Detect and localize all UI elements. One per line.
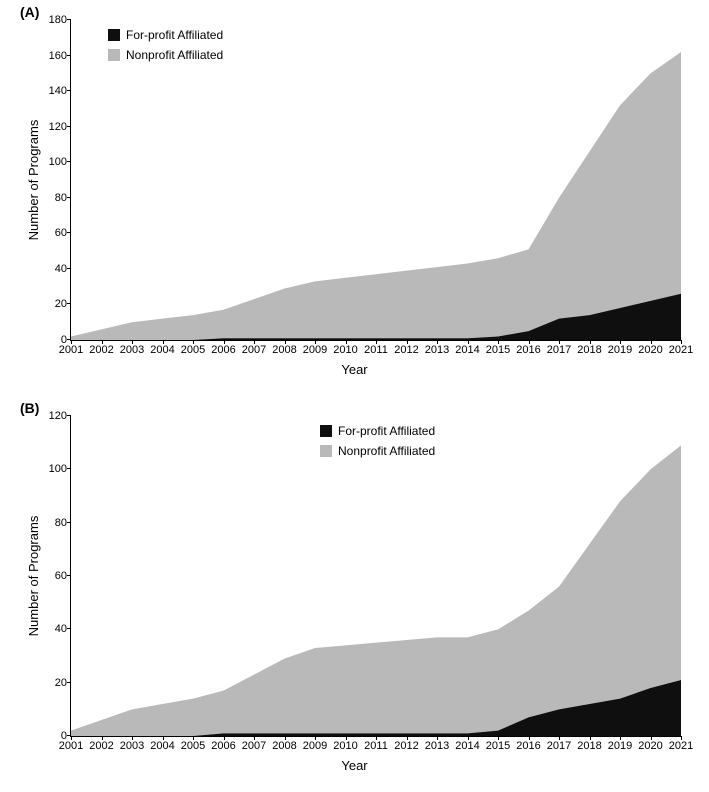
- x-tick-mark: [71, 736, 72, 740]
- x-tick-mark: [346, 340, 347, 344]
- area-series: [71, 52, 681, 340]
- x-tick-mark: [224, 340, 225, 344]
- x-tick-mark: [102, 340, 103, 344]
- legend-item: Nonprofit Affiliated: [108, 48, 223, 62]
- x-tick-mark: [285, 340, 286, 344]
- y-tick-label: 100: [49, 156, 71, 168]
- y-axis-title: Number of Programs: [26, 516, 41, 637]
- x-tick-mark: [315, 736, 316, 740]
- x-tick-mark: [132, 340, 133, 344]
- x-axis-title: Year: [341, 362, 367, 377]
- panel-label: (B): [20, 400, 39, 416]
- x-tick-mark: [529, 736, 530, 740]
- legend-item: For-profit Affiliated: [108, 28, 223, 42]
- x-tick-mark: [529, 340, 530, 344]
- y-tick-label: 180: [49, 14, 71, 26]
- area-layer: [71, 20, 681, 340]
- y-tick-label: 60: [55, 570, 71, 582]
- y-tick-label: 120: [49, 410, 71, 422]
- x-tick-mark: [620, 736, 621, 740]
- x-tick-mark: [559, 736, 560, 740]
- legend-swatch: [320, 425, 332, 437]
- legend-item: For-profit Affiliated: [320, 424, 435, 438]
- x-tick-mark: [407, 340, 408, 344]
- x-tick-mark: [163, 736, 164, 740]
- x-tick-mark: [437, 736, 438, 740]
- x-tick-mark: [681, 340, 682, 344]
- x-axis-title: Year: [341, 758, 367, 773]
- x-tick-mark: [681, 736, 682, 740]
- x-tick-mark: [132, 736, 133, 740]
- x-tick-mark: [315, 340, 316, 344]
- area-layer: [71, 416, 681, 736]
- plot-area: 0204060801001201401601802001200220032004…: [70, 20, 681, 341]
- y-tick-label: 160: [49, 50, 71, 62]
- x-tick-mark: [651, 340, 652, 344]
- x-tick-mark: [437, 340, 438, 344]
- legend-label: Nonprofit Affiliated: [126, 48, 223, 62]
- y-tick-label: 140: [49, 85, 71, 97]
- y-tick-label: 100: [49, 463, 71, 475]
- y-axis-title: Number of Programs: [26, 120, 41, 241]
- y-tick-label: 60: [55, 227, 71, 239]
- y-tick-label: 40: [55, 263, 71, 275]
- y-tick-label: 20: [55, 677, 71, 689]
- y-tick-label: 80: [55, 517, 71, 529]
- y-tick-label: 20: [55, 298, 71, 310]
- x-tick-mark: [346, 736, 347, 740]
- legend-swatch: [320, 445, 332, 457]
- y-tick-label: 120: [49, 121, 71, 133]
- y-tick-label: 40: [55, 623, 71, 635]
- x-tick-mark: [254, 736, 255, 740]
- legend-swatch: [108, 29, 120, 41]
- panel-A: (A) 0204060801001201401601802001200220032…: [0, 0, 709, 396]
- legend-label: For-profit Affiliated: [126, 28, 223, 42]
- legend-label: Nonprofit Affiliated: [338, 444, 435, 458]
- panel-label: (A): [20, 4, 39, 20]
- x-tick-mark: [102, 736, 103, 740]
- plot-area: 0204060801001202001200220032004200520062…: [70, 416, 681, 737]
- x-tick-mark: [559, 340, 560, 344]
- x-tick-mark: [498, 340, 499, 344]
- x-tick-mark: [468, 736, 469, 740]
- x-tick-mark: [163, 340, 164, 344]
- x-tick-mark: [468, 340, 469, 344]
- figure: (A) 0204060801001201401601802001200220032…: [0, 0, 709, 792]
- x-tick-mark: [376, 340, 377, 344]
- legend: For-profit Affiliated Nonprofit Affiliate…: [320, 424, 435, 464]
- x-tick-mark: [590, 736, 591, 740]
- legend-swatch: [108, 49, 120, 61]
- legend-item: Nonprofit Affiliated: [320, 444, 435, 458]
- x-tick-mark: [590, 340, 591, 344]
- panel-B: (B) 0204060801001202001200220032004200520…: [0, 396, 709, 792]
- x-tick-mark: [376, 736, 377, 740]
- x-tick-mark: [285, 736, 286, 740]
- x-tick-mark: [651, 736, 652, 740]
- x-tick-mark: [407, 736, 408, 740]
- area-series: [71, 445, 681, 736]
- x-tick-mark: [498, 736, 499, 740]
- x-tick-mark: [224, 736, 225, 740]
- x-tick-mark: [193, 340, 194, 344]
- legend: For-profit Affiliated Nonprofit Affiliate…: [108, 28, 223, 68]
- x-tick-mark: [71, 340, 72, 344]
- x-tick-mark: [193, 736, 194, 740]
- y-tick-label: 80: [55, 192, 71, 204]
- x-tick-mark: [620, 340, 621, 344]
- legend-label: For-profit Affiliated: [338, 424, 435, 438]
- x-tick-mark: [254, 340, 255, 344]
